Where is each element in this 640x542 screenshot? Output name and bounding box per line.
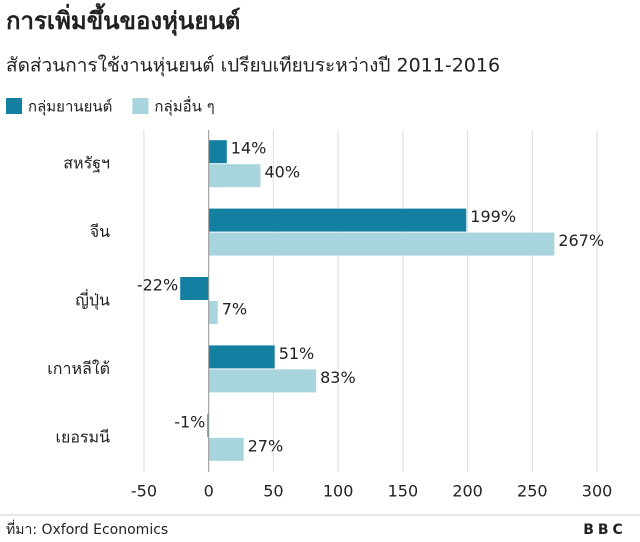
legend-label: กลุ่มยานยนต์	[28, 98, 112, 117]
value-label: 199%	[470, 207, 516, 226]
value-label: 14%	[231, 139, 267, 158]
value-label: 83%	[320, 368, 356, 387]
bar	[208, 369, 317, 393]
value-label: -22%	[137, 276, 178, 295]
bar	[208, 164, 261, 188]
y-tick-label: เกาหลีใต้	[47, 359, 110, 378]
x-tick-label: 300	[582, 482, 613, 501]
y-tick-label: จีน	[90, 222, 110, 241]
bar	[208, 345, 275, 369]
bar	[208, 208, 467, 232]
value-label: 40%	[264, 163, 300, 182]
legend-label: กลุ่มอื่น ๆ	[154, 96, 214, 117]
value-label: 51%	[279, 344, 315, 363]
legend-swatch	[132, 98, 149, 114]
bar	[208, 140, 227, 164]
y-tick-label: ญี่ปุ่น	[75, 289, 110, 311]
bar	[208, 301, 218, 324]
x-tick-label: 200	[452, 482, 483, 501]
x-tick-label: -50	[131, 482, 157, 501]
x-tick-label: 0	[204, 482, 214, 501]
value-label: -1%	[174, 412, 205, 431]
legend-swatch	[6, 98, 22, 114]
bar	[208, 232, 555, 256]
value-label: 7%	[222, 300, 247, 319]
logo-box	[576, 520, 634, 538]
source: ที่มา: Oxford Economics	[6, 520, 168, 538]
bar	[180, 277, 209, 300]
chart-title: การเพิ่มขึ้นของหุ่นยนต์	[6, 2, 240, 37]
x-tick-label: 50	[263, 482, 283, 501]
x-tick-label: 150	[388, 482, 419, 501]
x-tick-label: 250	[517, 482, 548, 501]
bar	[207, 413, 209, 437]
x-tick-label: 100	[323, 482, 354, 501]
y-tick-label: เยอรมนี	[55, 427, 110, 446]
chart-subtitle: สัดส่วนการใช้งานหุ่นยนต์ เปรียบเทียบระหว…	[6, 55, 500, 78]
value-label: 267%	[558, 231, 604, 250]
y-tick-label: สหรัฐฯ	[63, 154, 110, 173]
logo: BBC	[583, 522, 627, 538]
value-label: 27%	[248, 436, 284, 455]
bar	[208, 437, 244, 461]
